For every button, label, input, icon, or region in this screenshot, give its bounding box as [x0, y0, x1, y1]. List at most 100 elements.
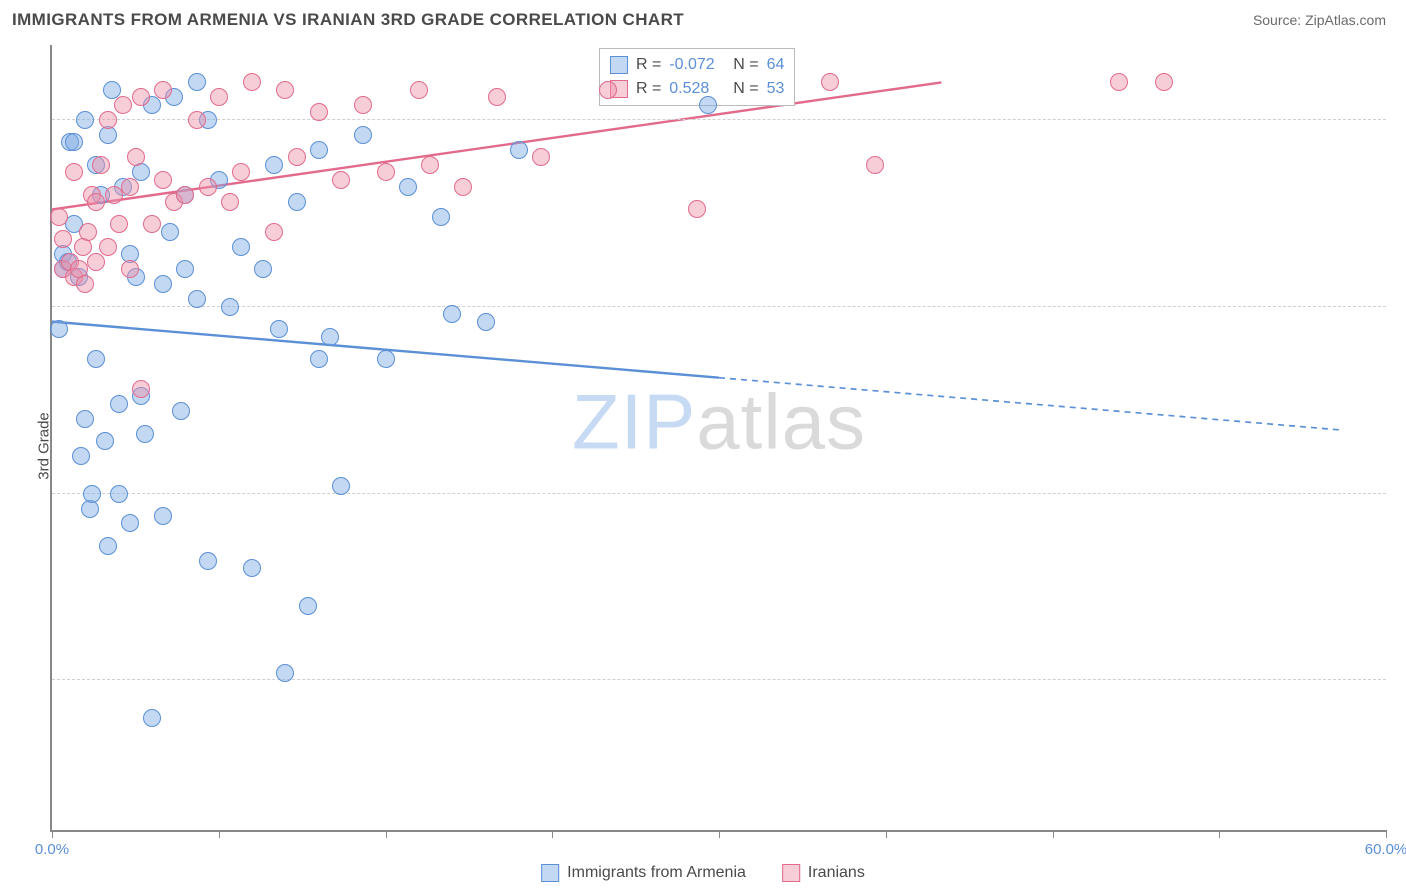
data-point	[161, 223, 179, 241]
data-point	[532, 148, 550, 166]
data-point	[510, 141, 528, 159]
data-point	[276, 81, 294, 99]
data-point	[377, 163, 395, 181]
data-point	[443, 305, 461, 323]
data-point	[110, 485, 128, 503]
n-label: N =	[733, 53, 758, 77]
data-point	[288, 148, 306, 166]
gridline	[52, 493, 1386, 494]
r-label: R =	[636, 53, 661, 77]
data-point	[265, 223, 283, 241]
data-point	[136, 425, 154, 443]
data-point	[354, 126, 372, 144]
data-point	[172, 402, 190, 420]
data-point	[221, 193, 239, 211]
correlation-legend-row: R =-0.072N =64	[610, 53, 784, 77]
legend-item: Iranians	[782, 864, 865, 882]
gridline	[52, 679, 1386, 680]
data-point	[410, 81, 428, 99]
data-point	[821, 73, 839, 91]
legend-label: Immigrants from Armenia	[567, 864, 746, 882]
data-point	[454, 178, 472, 196]
plot-area: ZIPatlas R =-0.072N =64R =0.528N =53 92.…	[50, 45, 1386, 832]
data-point	[866, 156, 884, 174]
data-point	[354, 96, 372, 114]
correlation-legend-row: R = 0.528 N = 53	[610, 77, 784, 101]
data-point	[127, 148, 145, 166]
data-point	[79, 223, 97, 241]
x-tick	[386, 830, 387, 838]
legend-swatch	[541, 864, 559, 882]
data-point	[1155, 73, 1173, 91]
data-point	[321, 328, 339, 346]
data-point	[121, 260, 139, 278]
r-value: -0.072	[669, 53, 725, 77]
r-value: 0.528	[669, 77, 725, 101]
data-point	[83, 485, 101, 503]
data-point	[188, 73, 206, 91]
n-label: N =	[733, 77, 758, 101]
data-point	[310, 103, 328, 121]
data-point	[50, 320, 68, 338]
x-tick-label: 0.0%	[35, 841, 69, 858]
legend-item: Immigrants from Armenia	[541, 864, 746, 882]
data-point	[114, 96, 132, 114]
data-point	[72, 447, 90, 465]
y-tick-label: 97.5%	[1394, 281, 1406, 298]
y-tick-label: 92.5%	[1394, 655, 1406, 672]
data-point	[65, 133, 83, 151]
data-point	[599, 81, 617, 99]
plot-area-wrap: ZIPatlas R =-0.072N =64R =0.528N =53 92.…	[50, 45, 1386, 832]
series-legend: Immigrants from Armenia Iranians	[541, 864, 865, 882]
y-tick-label: 95.0%	[1394, 468, 1406, 485]
data-point	[477, 313, 495, 331]
trend-line-extrapolated	[719, 378, 1342, 430]
data-point	[87, 193, 105, 211]
data-point	[99, 238, 117, 256]
data-point	[76, 410, 94, 428]
legend-label: Iranians	[808, 864, 865, 882]
data-point	[99, 111, 117, 129]
data-point	[176, 186, 194, 204]
data-point	[377, 350, 395, 368]
data-point	[199, 178, 217, 196]
x-tick	[1386, 830, 1387, 838]
x-tick	[52, 830, 53, 838]
data-point	[232, 163, 250, 181]
x-tick	[1053, 830, 1054, 838]
data-point	[699, 96, 717, 114]
data-point	[154, 81, 172, 99]
gridline	[52, 306, 1386, 307]
x-tick	[719, 830, 720, 838]
data-point	[265, 156, 283, 174]
x-tick	[886, 830, 887, 838]
gridline	[52, 119, 1386, 120]
data-point	[188, 111, 206, 129]
data-point	[210, 88, 228, 106]
data-point	[243, 73, 261, 91]
correlation-legend-box: R =-0.072N =64R =0.528N =53	[599, 48, 795, 106]
data-point	[243, 559, 261, 577]
n-value: 53	[767, 77, 785, 101]
data-point	[76, 111, 94, 129]
data-point	[54, 230, 72, 248]
data-point	[432, 208, 450, 226]
data-point	[399, 178, 417, 196]
data-point	[76, 275, 94, 293]
legend-swatch	[782, 864, 800, 882]
data-point	[132, 88, 150, 106]
data-point	[154, 171, 172, 189]
x-tick	[1219, 830, 1220, 838]
y-tick-label: 100.0%	[1394, 94, 1406, 111]
data-point	[176, 260, 194, 278]
r-label: R =	[636, 77, 661, 101]
data-point	[99, 537, 117, 555]
chart-title: IMMIGRANTS FROM ARMENIA VS IRANIAN 3RD G…	[12, 10, 684, 30]
data-point	[96, 432, 114, 450]
data-point	[488, 88, 506, 106]
data-point	[87, 350, 105, 368]
data-point	[232, 238, 250, 256]
data-point	[87, 253, 105, 271]
data-point	[199, 552, 217, 570]
data-point	[421, 156, 439, 174]
